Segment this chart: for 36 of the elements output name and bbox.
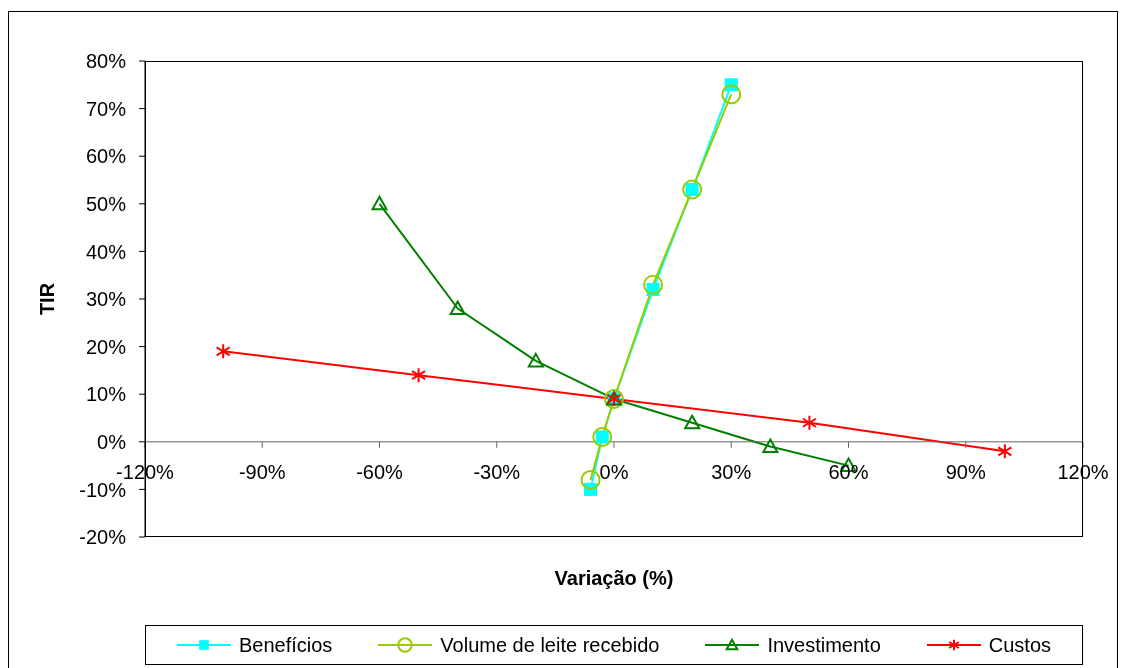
x-tick-label: 90%	[945, 461, 986, 483]
point	[371, 195, 388, 211]
point	[643, 274, 664, 295]
point	[449, 300, 466, 316]
point	[997, 443, 1013, 460]
legend-label: Investimento	[767, 633, 881, 657]
y-axis-title: TIR	[36, 282, 58, 316]
x-tick-label: 60%	[828, 461, 869, 483]
y-tick-label: -10%	[79, 478, 127, 501]
y-tick-label: 50%	[85, 192, 127, 215]
x-tick-label: -30%	[473, 461, 521, 483]
y-tick-label: 40%	[85, 240, 127, 263]
legend-label: Benefícios	[238, 633, 333, 657]
y-tick-label: 60%	[85, 145, 127, 168]
y-tick-label: 80%	[85, 50, 127, 73]
point	[215, 343, 231, 360]
x-tick-label: -60%	[356, 461, 404, 483]
point	[684, 414, 701, 430]
y-tick-label: 70%	[85, 97, 127, 120]
y-tick-label: 30%	[85, 288, 127, 311]
point	[721, 84, 742, 105]
x-tick-label: -90%	[238, 461, 286, 483]
y-tick-label: 20%	[85, 335, 127, 358]
y-tick-label: 10%	[85, 383, 127, 406]
x-tick-label: 0%	[599, 461, 629, 483]
x-tick-label: 30%	[711, 461, 752, 483]
point	[801, 414, 817, 431]
point	[527, 352, 544, 368]
y-tick-label: 0%	[97, 430, 127, 453]
legend-label: Custos	[988, 633, 1052, 657]
y-tick-label: -20%	[79, 526, 127, 549]
legend-label: Volume de leite recebido	[440, 633, 660, 657]
point	[580, 469, 601, 490]
x-axis-title: Variação (%)	[554, 567, 674, 589]
point	[762, 438, 779, 454]
point	[411, 367, 427, 384]
